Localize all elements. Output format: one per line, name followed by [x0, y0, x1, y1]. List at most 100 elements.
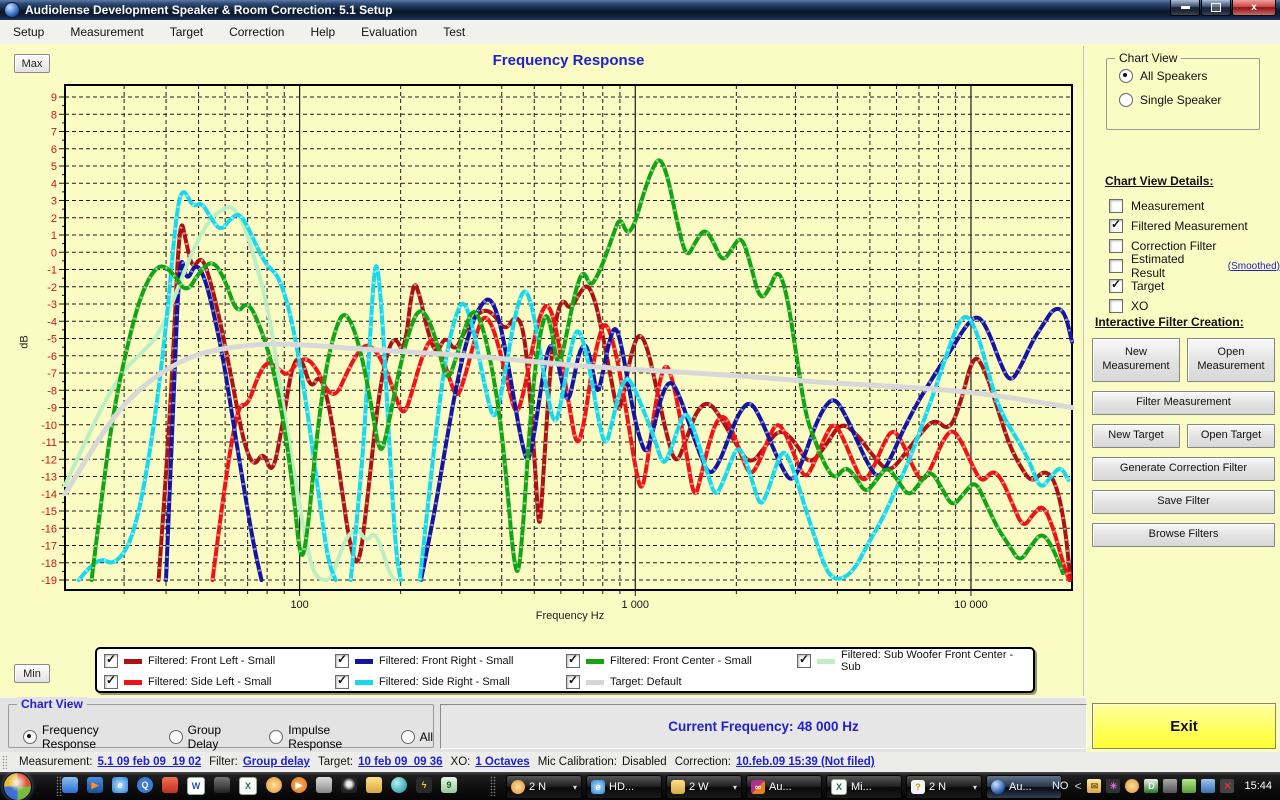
y-tick-label: -7 [47, 368, 57, 380]
detail-option-measurement[interactable]: Measurement [1109, 196, 1280, 216]
taskbar-button-visual-studio[interactable]: ∞ Au... [746, 775, 822, 799]
media-orange-icon[interactable]: ▶ [291, 777, 307, 793]
radio-option-impulse-response[interactable]: Impulse Response [269, 723, 383, 751]
tray-expand-chevron[interactable]: < [1074, 779, 1082, 793]
close-icon: x [1251, 1, 1257, 13]
radio-option-frequency-response[interactable]: Frequency Response [23, 723, 152, 751]
folder-icon[interactable] [366, 777, 382, 793]
orb-icon[interactable] [391, 777, 407, 793]
radio-label: Single Speaker [1140, 93, 1222, 107]
capture-icon[interactable] [316, 777, 332, 793]
checkbox-icon[interactable] [1109, 259, 1123, 273]
taskbar-button-audiolense[interactable]: Au... [986, 775, 1062, 799]
radio-label: All Speakers [1140, 69, 1208, 83]
exit-button[interactable]: Exit [1092, 703, 1276, 749]
taskbar-button-excel[interactable]: X Mi... [826, 775, 902, 799]
show-desktop-icon[interactable] [62, 777, 78, 793]
excel-icon[interactable]: X [239, 777, 257, 795]
y-tick-label: -6 [47, 351, 57, 363]
language-indicator[interactable]: NO [1051, 780, 1069, 792]
chevron-down-icon: ▾ [732, 782, 737, 792]
close-button[interactable]: x [1232, 0, 1276, 16]
filter-measurement-button[interactable]: Filter Measurement [1092, 391, 1275, 415]
word-icon[interactable]: W [187, 777, 205, 795]
restore-button[interactable] [1201, 0, 1231, 16]
tray-volume-muted-icon[interactable]: ✕ [1220, 779, 1235, 793]
tray-d-tool-icon[interactable]: D [1144, 779, 1159, 793]
ghost-icon[interactable] [341, 777, 357, 793]
taskbar-button-internet-explorer[interactable]: e HD... [586, 775, 662, 799]
menu-setup[interactable]: Setup [13, 25, 45, 39]
detail-option-xo[interactable]: XO [1109, 296, 1280, 316]
legend-checkbox[interactable] [104, 652, 118, 668]
winamp-icon[interactable]: ϟ [416, 777, 432, 793]
checkbox-icon[interactable] [1109, 239, 1123, 253]
checkbox-icon[interactable] [1109, 299, 1123, 313]
menu-measurement[interactable]: Measurement [70, 25, 144, 39]
tray-power-icon[interactable] [1182, 779, 1197, 793]
y-tick-label: -9 [47, 403, 57, 415]
radio-option-all-speakers[interactable]: All Speakers [1119, 69, 1259, 83]
status-label: Filter: [209, 756, 238, 768]
legend-label: Filtered: Sub Woofer Front Center - Sub [841, 649, 1014, 673]
checkbox-icon[interactable] [1109, 199, 1123, 213]
tray-sparkle-icon[interactable]: ✳ [1106, 779, 1121, 793]
save-filter-button[interactable]: Save Filter [1092, 490, 1275, 514]
detail-option-target[interactable]: Target [1109, 276, 1280, 296]
tray-display-icon[interactable] [1163, 779, 1178, 793]
menu-evaluation[interactable]: Evaluation [361, 25, 418, 39]
menu-help[interactable]: Help [310, 25, 336, 39]
internet-explorer-icon[interactable]: e [112, 777, 128, 793]
minimize-button[interactable] [1170, 0, 1200, 16]
radio-icon [400, 730, 415, 744]
status-label: Measurement: [19, 756, 93, 768]
legend-swatch [586, 679, 604, 685]
tray-outlook-icon[interactable] [1125, 779, 1140, 793]
checkbox-icon[interactable] [1109, 277, 1123, 293]
radio-icon [1119, 69, 1133, 83]
open-target-button[interactable]: Open Target [1187, 424, 1275, 448]
radio-option-single-speaker[interactable]: Single Speaker [1119, 93, 1259, 107]
legend-checkbox[interactable] [797, 652, 811, 668]
legend-checkbox[interactable] [335, 673, 349, 689]
clock[interactable]: 15:44 [1244, 780, 1272, 792]
new-target-button[interactable]: New Target [1092, 424, 1180, 448]
legend-checkbox[interactable] [566, 652, 580, 668]
generate-correction-filter-button[interactable]: Generate Correction Filter [1092, 457, 1275, 481]
min-button[interactable]: Min [14, 664, 50, 683]
tray-network-icon[interactable] [1201, 779, 1216, 793]
snagit-icon[interactable] [162, 777, 178, 793]
excel-icon: X [831, 779, 847, 795]
taskbar-button-outlook[interactable]: 2 N ▾ [506, 775, 582, 799]
menu-test[interactable]: Test [443, 25, 466, 39]
detail-option-estimated-result[interactable]: Estimated Result (Smoothed) [1109, 252, 1280, 280]
radio-option-all[interactable]: All [400, 730, 433, 744]
legend-checkbox[interactable] [566, 673, 580, 689]
title-bar[interactable]: Audiolense Development Speaker & Room Co… [0, 0, 1280, 20]
taskbar-button-folder[interactable]: 2 W ▾ [666, 775, 742, 799]
taskbar-button-help-file[interactable]: ? 2 N ▾ [906, 775, 982, 799]
display-icon[interactable] [214, 777, 230, 793]
menu-correction[interactable]: Correction [229, 25, 285, 39]
start-button[interactable] [3, 772, 32, 800]
menu-target[interactable]: Target [169, 25, 204, 39]
checkbox-icon[interactable] [1109, 217, 1123, 233]
detail-option-correction-filter[interactable]: Correction Filter [1109, 236, 1280, 256]
tray-mail-icon[interactable]: ✉ [1087, 779, 1102, 793]
smoothed-link[interactable]: (Smoothed) [1227, 260, 1280, 272]
open-measurement-button[interactable]: Open Measurement [1187, 338, 1275, 382]
detail-option-filtered-measurement[interactable]: Filtered Measurement [1109, 216, 1280, 236]
browse-filters-button[interactable]: Browse Filters [1092, 523, 1275, 547]
quicktime-icon[interactable]: Q [137, 777, 153, 793]
radio-option-group-delay[interactable]: Group Delay [168, 723, 253, 751]
new-measurement-button[interactable]: New Measurement [1092, 338, 1180, 382]
media-player-icon[interactable]: ▶ [87, 777, 103, 793]
checkbox-label: Filtered Measurement [1131, 219, 1248, 233]
outlook-icon[interactable] [266, 777, 282, 793]
max-button[interactable]: Max [14, 54, 50, 73]
legend-checkbox[interactable] [335, 652, 349, 668]
legend-checkbox[interactable] [104, 673, 118, 689]
folder-icon [671, 780, 685, 794]
nine-icon[interactable]: 9 [441, 777, 457, 793]
y-tick-label: -16 [41, 523, 57, 535]
